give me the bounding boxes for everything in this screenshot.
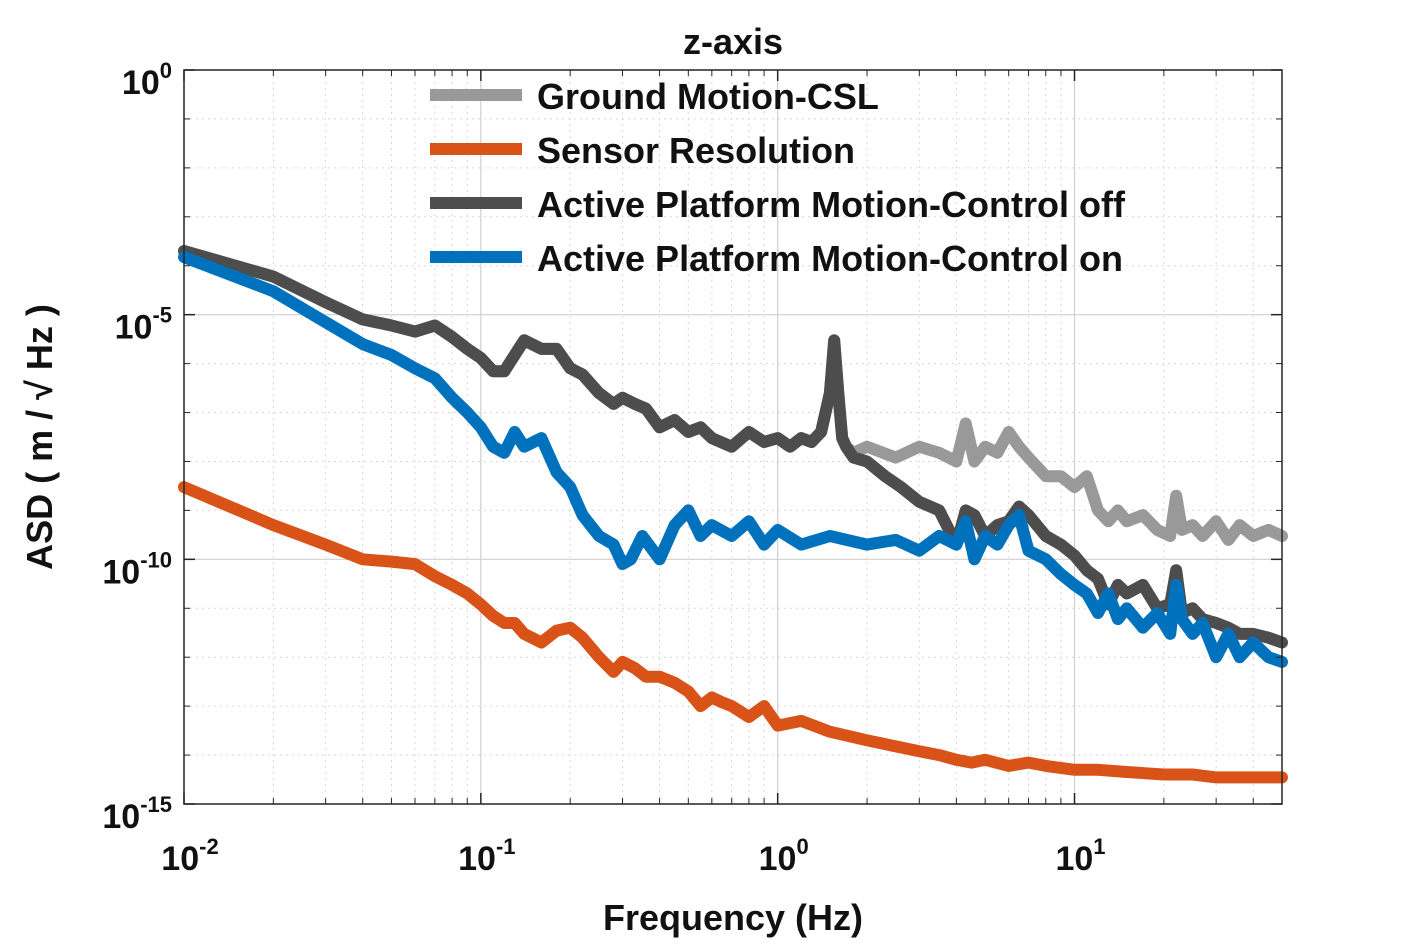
plot-frame xyxy=(183,69,1283,805)
legend-label-3: Active Platform Motion-Control off xyxy=(537,184,1126,225)
y-tick-label: 10-10 xyxy=(102,547,172,591)
y-tick-label: 10-15 xyxy=(102,792,172,836)
x-tick-label: 101 xyxy=(1055,834,1105,878)
x-tick-label: 10-2 xyxy=(161,834,218,878)
series-layer xyxy=(178,245,1288,784)
x-tick-labels: 10-2 10-1 100 101 xyxy=(161,834,1105,878)
legend-label-1: Ground Motion-CSL xyxy=(537,76,879,117)
y-axis-label: ASD ( m / √ Hz ) xyxy=(19,304,60,570)
tick-marks xyxy=(183,69,1283,805)
series-line-4 xyxy=(178,251,1288,668)
legend: Ground Motion-CSL Sensor Resolution Active… xyxy=(430,76,1126,279)
series-line-2 xyxy=(178,481,1288,784)
x-axis-label: Frequency (Hz) xyxy=(603,897,863,938)
y-tick-labels: 100 10-5 10-10 10-15 xyxy=(102,58,172,836)
legend-label-2: Sensor Resolution xyxy=(537,130,855,171)
series-line-3 xyxy=(178,245,1288,649)
x-tick-label: 10-1 xyxy=(458,834,515,878)
y-tick-label: 10-5 xyxy=(115,303,172,347)
x-tick-label: 100 xyxy=(759,834,809,878)
legend-label-4: Active Platform Motion-Control on xyxy=(537,238,1123,279)
y-tick-label: 100 xyxy=(122,58,172,102)
chart-title: z-axis xyxy=(683,21,783,62)
